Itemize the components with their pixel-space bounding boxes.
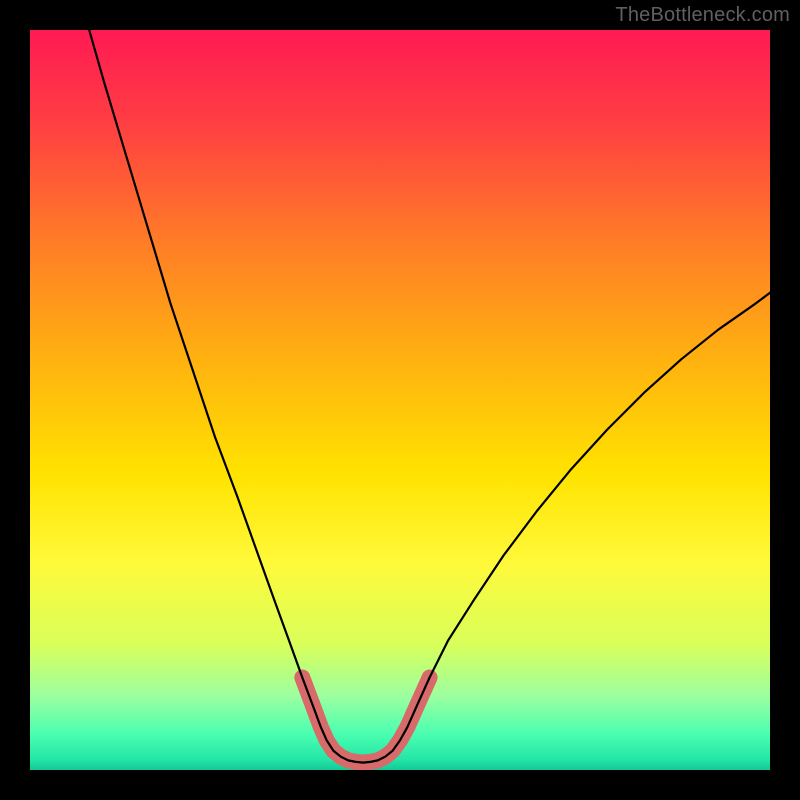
chart-svg [0, 0, 800, 800]
watermark-text: TheBottleneck.com [615, 4, 790, 27]
plot-background [30, 30, 770, 770]
chart-stage: TheBottleneck.com [0, 0, 800, 800]
